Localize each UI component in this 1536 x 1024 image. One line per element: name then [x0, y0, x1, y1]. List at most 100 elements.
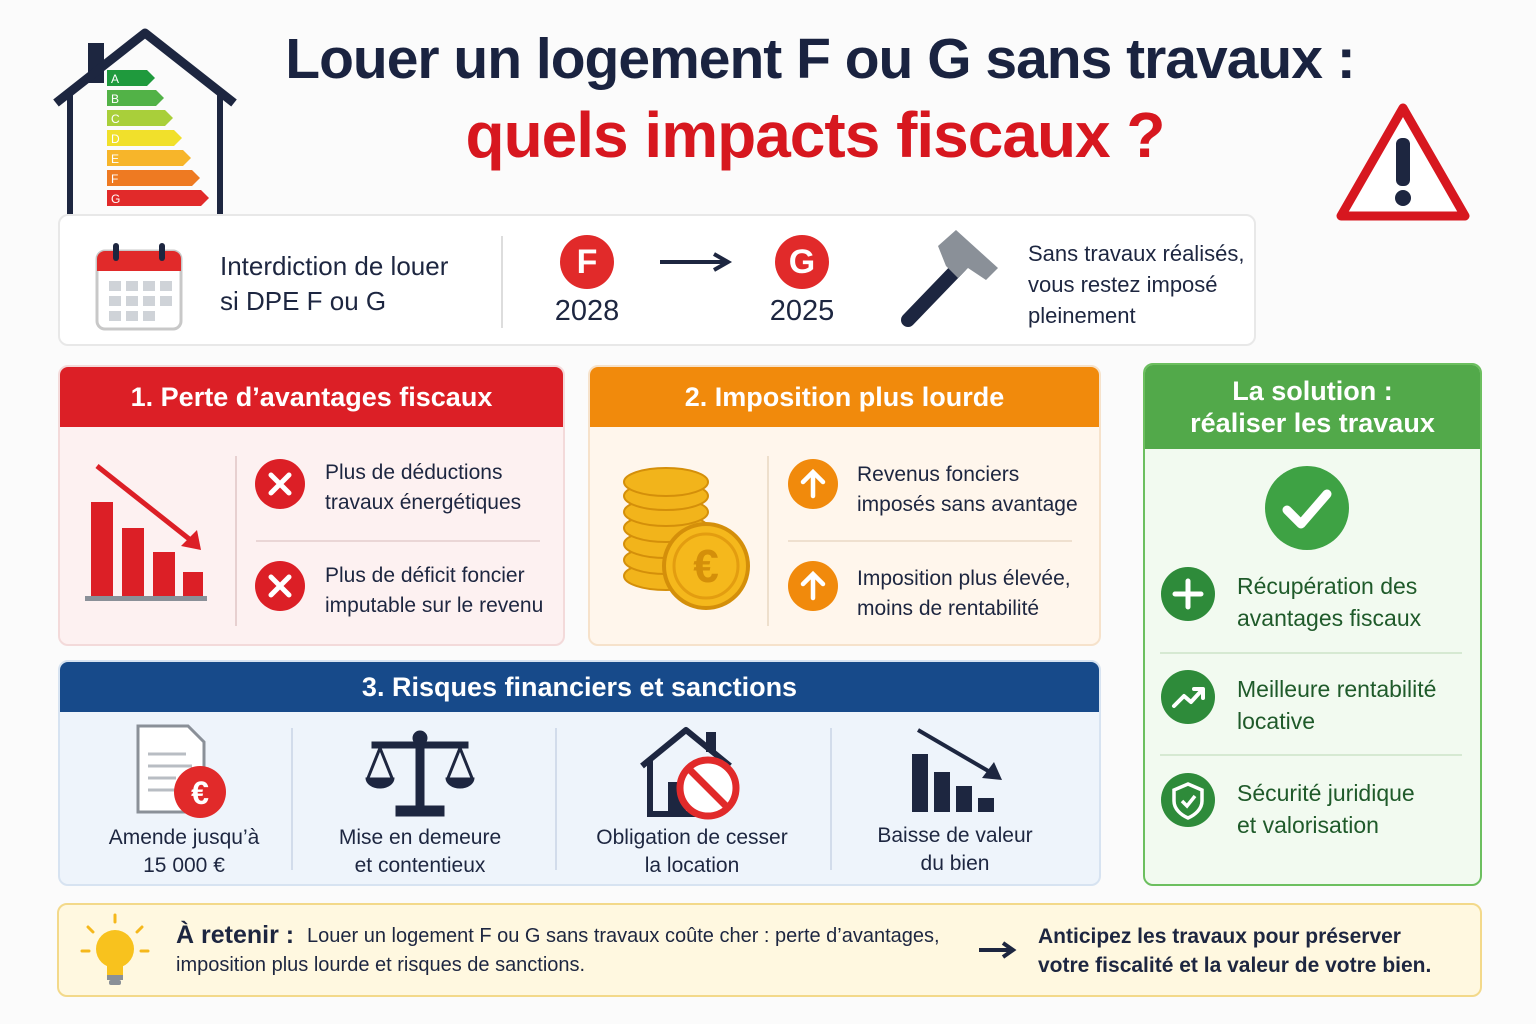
- icon-part: [686, 766, 730, 810]
- icon-part: [1180, 794, 1197, 809]
- currency-symbol: €: [191, 775, 209, 811]
- icon-part: [1172, 782, 1204, 820]
- item-line: locative: [1237, 708, 1315, 734]
- no-rent-icon: [640, 727, 740, 820]
- icon-part: [623, 467, 709, 497]
- banner-note: Sans travaux réalisés, vous restez impos…: [1028, 238, 1244, 331]
- energy-bar: [107, 170, 200, 186]
- energy-bar: [107, 130, 182, 146]
- icon-part: [97, 251, 181, 271]
- ban-line: si DPE F ou G: [220, 286, 387, 316]
- action-line: Anticipez les travaux pour préserver: [1038, 925, 1401, 948]
- icon-part: [395, 805, 445, 817]
- note-line: vous restez imposé: [1028, 272, 1218, 297]
- title-line: réaliser les travaux: [1190, 408, 1435, 438]
- banner: [58, 214, 1256, 346]
- section-title: 2. Imposition plus lourde: [590, 367, 1099, 427]
- item: Plus de déductions travaux énergétiques: [325, 458, 521, 518]
- icon-part: [174, 766, 226, 818]
- solution-item: Sécurité juridique et valorisation: [1237, 777, 1415, 841]
- icon-part: [148, 752, 192, 792]
- section-title: 3. Risques financiers et sanctions: [60, 662, 1099, 712]
- class-badge: F: [560, 235, 614, 289]
- currency-symbol: €: [693, 540, 719, 592]
- shield-icon: [1161, 773, 1215, 827]
- icon-part: [109, 281, 121, 291]
- item-line: imputable sur le revenu: [325, 594, 544, 617]
- icon-part: [800, 570, 826, 601]
- plus-icon: [1161, 567, 1215, 621]
- icon-part: [901, 259, 967, 327]
- item-line: Baisse de valeur: [877, 824, 1033, 847]
- cross-icon: [255, 459, 305, 509]
- risk-item: Amende jusqu’à 15 000 €: [84, 824, 284, 880]
- item-line: Meilleure rentabilité: [1237, 676, 1437, 702]
- icon-part: [1172, 578, 1204, 610]
- icon-part: [109, 980, 121, 985]
- year: 2028: [554, 295, 620, 327]
- icon-part: [938, 230, 998, 280]
- up-icon: [788, 459, 838, 509]
- footer: [57, 903, 1482, 997]
- icon-part: [160, 281, 172, 291]
- icon-part: [365, 777, 475, 789]
- divider: [555, 728, 557, 870]
- icon-part: [113, 243, 119, 261]
- trend-icon: [1161, 670, 1215, 724]
- separator: [1160, 754, 1462, 756]
- icon-part: [1396, 138, 1410, 186]
- check-icon: [1265, 466, 1349, 550]
- icon-part: [80, 913, 150, 953]
- separator: [256, 540, 540, 542]
- icon-part: [126, 311, 138, 321]
- footer-label: À retenir :: [176, 921, 295, 949]
- icon-part: [640, 727, 732, 769]
- class-badge: G: [775, 235, 829, 289]
- icon-part: [672, 532, 740, 600]
- item-line: Obligation de cesser: [596, 826, 788, 849]
- energy-bar: [107, 70, 155, 86]
- icon-part: [366, 747, 474, 779]
- separator: [788, 540, 1072, 542]
- icon-part: [148, 752, 192, 792]
- icon-part: [96, 930, 134, 968]
- solution-title: La solution : réaliser les travaux: [1145, 365, 1480, 449]
- coins-icon: €: [623, 467, 750, 610]
- divider: [291, 728, 293, 870]
- icon-part: [1265, 466, 1349, 550]
- section-title: 1. Perte d’avantages fiscaux: [60, 367, 563, 427]
- icon-part: [109, 296, 121, 306]
- item-line: imposés sans avantage: [857, 493, 1078, 516]
- up-icon: [788, 561, 838, 611]
- icon-part: [979, 941, 1017, 959]
- item-line: Plus de déficit foncier: [325, 564, 525, 587]
- icon-part: [1172, 687, 1205, 708]
- energy-label: D: [111, 132, 120, 146]
- ban-line: Interdiction de louer: [220, 251, 449, 281]
- action-line: votre fiscalité et la valeur de votre bi…: [1038, 954, 1432, 977]
- icon-part: [107, 975, 123, 980]
- energy-label: F: [111, 172, 118, 186]
- icon-part: [1282, 489, 1332, 529]
- item-line: Plus de déductions: [325, 461, 503, 484]
- scales-icon: [365, 730, 475, 817]
- icon-part: [912, 754, 994, 812]
- icon-part: [982, 762, 1002, 780]
- energy-label: C: [111, 112, 120, 126]
- icon-part: [159, 243, 165, 261]
- icon-part: [143, 281, 155, 291]
- icon-part: [268, 472, 292, 496]
- item: Plus de déficit foncier imputable sur le …: [325, 561, 543, 621]
- item-line: 15 000 €: [143, 854, 225, 877]
- item-line: Revenus fonciers: [857, 463, 1020, 486]
- icon-part: [978, 798, 994, 812]
- icon-part: [80, 913, 150, 953]
- item-line: et contentieux: [354, 854, 486, 877]
- item-line: la location: [644, 854, 740, 877]
- cross-icon: [255, 561, 305, 611]
- icon-part: [706, 732, 716, 752]
- title: Louer un logement F ou G sans travaux :: [285, 27, 1356, 91]
- icon-part: [1395, 190, 1411, 206]
- icon-part: [109, 281, 172, 321]
